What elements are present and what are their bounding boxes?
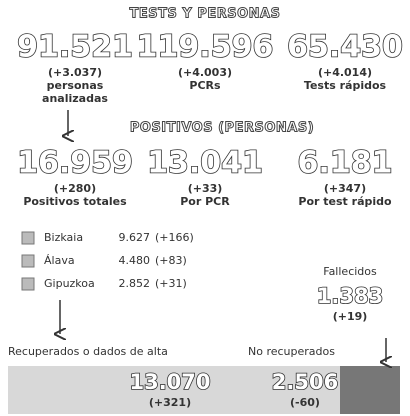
province-value: 4.480 xyxy=(119,254,151,267)
change: (+280) xyxy=(54,182,96,195)
value: 1.383 xyxy=(317,284,383,308)
province-value: 2.852 xyxy=(119,277,151,290)
value: 119.596 xyxy=(137,30,274,65)
province-name: Gipuzkoa xyxy=(44,277,95,290)
value: 13.070 xyxy=(129,370,210,394)
value: 65.430 xyxy=(287,30,403,65)
change: (+33) xyxy=(188,182,223,195)
value: 16.959 xyxy=(17,146,133,181)
change: (+19) xyxy=(333,310,368,323)
province-icon xyxy=(21,277,35,291)
label: Fallecidos xyxy=(323,265,377,278)
label: No recuperados xyxy=(248,345,335,358)
province-icon xyxy=(21,231,35,245)
label: Tests rápidos xyxy=(304,79,387,92)
value: 6.181 xyxy=(298,146,393,181)
value: 91.521 xyxy=(17,30,133,65)
recovered-band xyxy=(8,366,340,414)
section-title: POSITIVOS (PERSONAS) xyxy=(130,121,314,136)
province-name: Bizkaia xyxy=(44,231,83,244)
label: Por test rápido xyxy=(298,195,392,208)
label: Por PCR xyxy=(180,195,230,208)
province-change: (+83) xyxy=(155,254,187,267)
label: Recuperados o dados de alta xyxy=(8,345,168,358)
province-name: Álava xyxy=(44,254,75,267)
value: 13.041 xyxy=(147,146,263,181)
label: personas xyxy=(47,79,104,92)
province-change: (+166) xyxy=(155,231,194,244)
change: (+347) xyxy=(324,182,366,195)
value: 2.506 xyxy=(272,370,338,394)
change: (+3.037) xyxy=(48,66,102,79)
label: PCRs xyxy=(189,79,221,92)
change: (+4.014) xyxy=(318,66,372,79)
label: analizadas xyxy=(42,92,108,105)
province-change: (+31) xyxy=(155,277,187,290)
province-value: 9.627 xyxy=(119,231,151,244)
change: (+321) xyxy=(149,396,191,409)
change: (-60) xyxy=(290,396,320,409)
not-recovered-band xyxy=(340,366,400,414)
label: Positivos totales xyxy=(23,195,127,208)
change: (+4.003) xyxy=(178,66,232,79)
section-title: TESTS Y PERSONAS xyxy=(130,7,281,22)
province-icon xyxy=(21,254,35,268)
